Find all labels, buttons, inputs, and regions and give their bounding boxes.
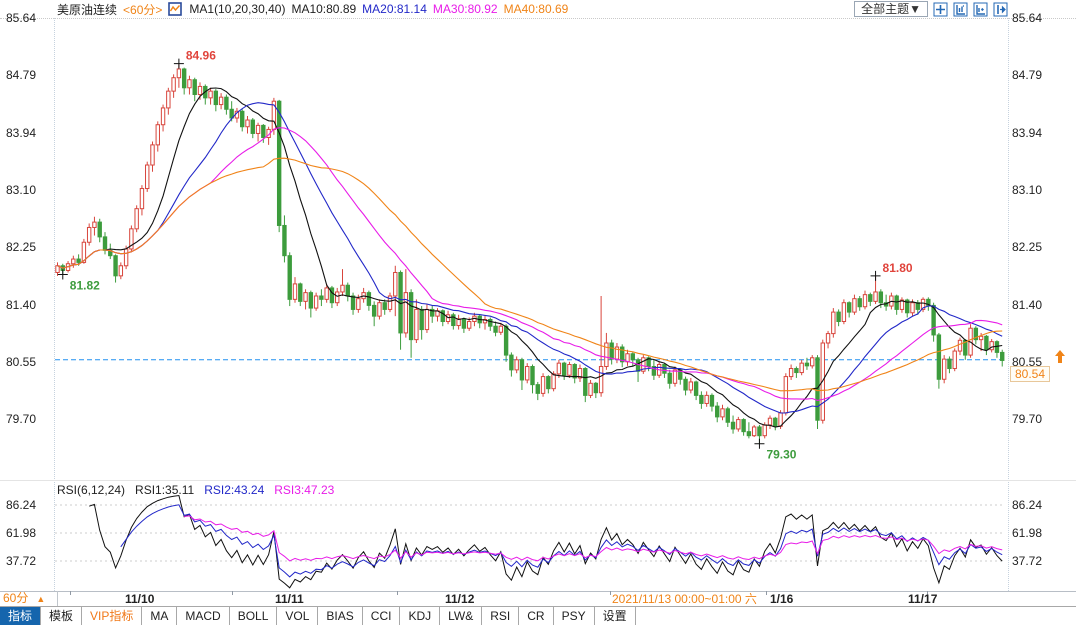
rsi3-value: RSI3:47.23: [274, 483, 335, 497]
ma-group-label[interactable]: MA1(10,20,30,40): [189, 2, 286, 16]
rsi2-value: RSI2:43.24: [204, 483, 265, 497]
tab-cr[interactable]: CR: [519, 607, 554, 625]
x-axis-label: 1/16: [770, 592, 794, 606]
x-tick: [397, 591, 398, 595]
y-tick: 79.70: [6, 412, 37, 426]
y-tick: 85.64: [6, 11, 37, 25]
y-tick: 80.55: [6, 355, 37, 369]
header-controls: 全部主题▼: [854, 1, 1008, 17]
rsi-indicator-chart[interactable]: [55, 480, 1005, 591]
x-tick: [70, 591, 71, 595]
add-pane-icon[interactable]: [953, 2, 968, 17]
x-axis-label: 11/11: [275, 592, 304, 606]
tab-indicator[interactable]: 指标: [0, 607, 42, 625]
plot-left-border: [54, 18, 55, 591]
y-tick: 79.70: [1012, 412, 1043, 426]
tab-cci[interactable]: CCI: [363, 607, 401, 625]
y-tick: 84.79: [6, 68, 37, 82]
y-tick: 83.94: [6, 126, 37, 140]
tab-vip-indicator[interactable]: VIP指标: [82, 607, 143, 625]
x-tick: [927, 591, 928, 595]
tab-lwr[interactable]: LW&: [440, 607, 483, 625]
svg-text:81.82: 81.82: [70, 278, 100, 292]
ma10-value: MA10:80.89: [291, 2, 357, 16]
y-tick: 81.40: [6, 298, 37, 312]
tab-rsi[interactable]: RSI: [482, 607, 520, 625]
y-tick: 84.79: [1012, 68, 1043, 82]
y-tick: 82.25: [6, 240, 37, 254]
candlestick-chart[interactable]: 84.96 81.82 79.30 81.80: [55, 0, 1005, 478]
tab-vol[interactable]: VOL: [277, 607, 319, 625]
rsi-tick: 61.98: [1012, 526, 1043, 540]
crosshair-icon[interactable]: [933, 2, 948, 17]
y-tick: 85.64: [1012, 11, 1043, 25]
x-axis-label: 11/12: [445, 592, 475, 606]
collapse-right-icon[interactable]: [993, 2, 1008, 17]
svg-text:79.30: 79.30: [766, 448, 796, 462]
tab-settings[interactable]: 设置: [595, 607, 636, 625]
ma30-value: MA30:80.92: [432, 2, 498, 16]
svg-text:84.96: 84.96: [186, 49, 216, 63]
chevron-up-icon: ▲: [36, 594, 46, 604]
x-axis-label: 11/17: [908, 592, 938, 606]
rsi-tick: 86.24: [6, 498, 37, 512]
last-price-arrow-icon: [1054, 350, 1066, 363]
x-tick: [232, 591, 233, 595]
timeframe-corner[interactable]: 60分 ▲: [0, 591, 58, 606]
tab-bias[interactable]: BIAS: [318, 607, 363, 625]
y-tick: 83.94: [1012, 126, 1043, 140]
chart-header: 美原油连续 <60分> MA1(10,20,30,40) MA10:80.89 …: [57, 1, 568, 17]
timeframe-label[interactable]: <60分>: [123, 2, 163, 17]
last-price-label: 80.54: [1010, 366, 1051, 382]
y-tick: 81.40: [1012, 298, 1043, 312]
tab-boll[interactable]: BOLL: [230, 607, 278, 625]
tab-kdj[interactable]: KDJ: [400, 607, 441, 625]
top-gridline: [0, 18, 1076, 19]
rsi-tick: 61.98: [6, 526, 37, 540]
rsi-header: RSI(6,12,24) RSI1:35.11 RSI2:43.24 RSI3:…: [57, 483, 334, 497]
rsi-tick: 37.72: [1012, 554, 1043, 568]
pane-divider: [0, 480, 1076, 481]
bar-datetime-tooltip: 2021/11/13 00:00~01:00 六: [612, 592, 757, 606]
y-tick: 83.10: [1012, 183, 1043, 197]
ma20-value: MA20:81.14: [362, 2, 427, 16]
rsi-tick: 37.72: [6, 554, 37, 568]
corner-timeframe-label: 60分: [3, 591, 29, 605]
tab-ma[interactable]: MA: [142, 607, 178, 625]
theme-dropdown-button[interactable]: 全部主题▼: [854, 1, 928, 17]
x-axis-label: 11/10: [125, 592, 155, 606]
rsi-tick: 86.24: [1012, 498, 1043, 512]
rsi-params-label[interactable]: RSI(6,12,24): [57, 483, 126, 497]
tab-template[interactable]: 模板: [41, 607, 83, 625]
x-tick: [610, 591, 611, 595]
y-tick: 83.10: [6, 183, 37, 197]
symbol-name: 美原油连续: [57, 2, 118, 17]
ma40-value: MA40:80.69: [503, 2, 569, 16]
pane-forward-icon[interactable]: [973, 2, 988, 17]
y-tick: 82.25: [1012, 240, 1043, 254]
svg-text:81.80: 81.80: [883, 261, 913, 275]
ma-chart-icon[interactable]: [168, 1, 183, 17]
rsi1-value: RSI1:35.11: [135, 483, 195, 497]
y-tick: 80.55: [1012, 355, 1043, 369]
tab-psy[interactable]: PSY: [554, 607, 595, 625]
x-tick: [766, 591, 767, 595]
tab-macd[interactable]: MACD: [177, 607, 230, 625]
plot-right-border: [1008, 18, 1009, 591]
indicator-toolbar: 指标 模板 VIP指标 MA MACD BOLL VOL BIAS CCI KD…: [0, 606, 1076, 625]
